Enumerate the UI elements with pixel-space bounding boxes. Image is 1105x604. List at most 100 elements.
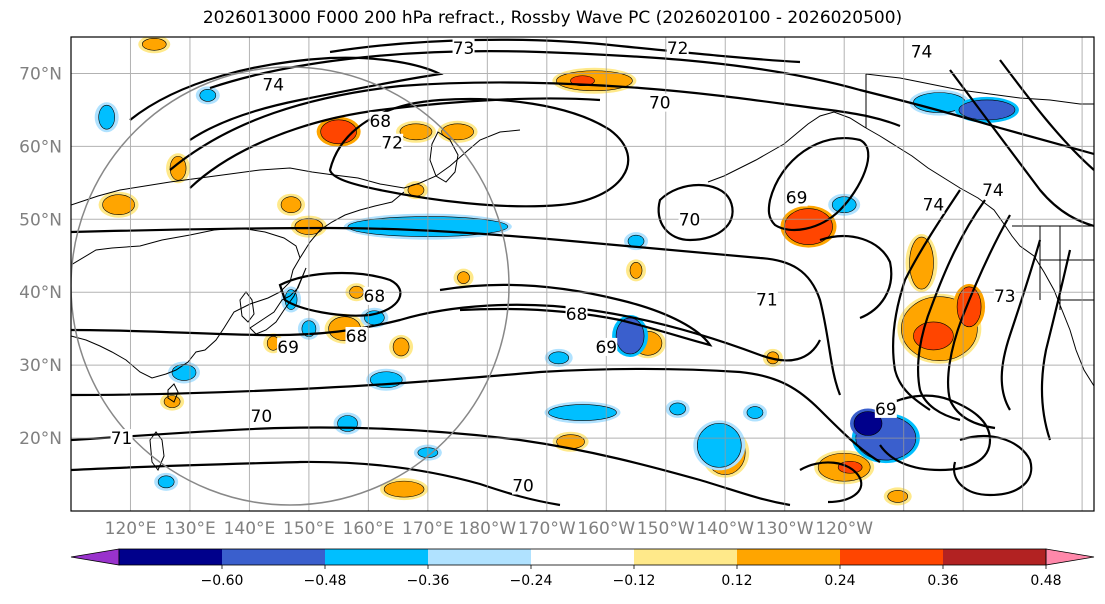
anomaly-patch <box>199 89 217 102</box>
anomaly-patch <box>383 480 425 498</box>
contour-label-bg <box>785 188 808 207</box>
longitude-label: 120°W <box>815 519 873 539</box>
latitude-label: 20°N <box>19 429 62 449</box>
okhotsk-coastline <box>299 191 405 259</box>
contour-label: 73 <box>453 39 475 59</box>
longitude-label: 160°E <box>343 519 395 539</box>
longitude-label: 140°W <box>696 519 754 539</box>
contour-69-east <box>767 137 870 232</box>
contour-72 <box>209 50 1094 156</box>
contour-label-bg <box>363 286 386 305</box>
contour-label-bg <box>110 429 133 448</box>
anomaly-patch <box>163 395 181 408</box>
longitude-labels: 120°E 130°E 140°E 150°E 160°E 170°E 180°W 170°W… <box>105 519 874 539</box>
anomaly-patch <box>98 104 115 130</box>
contour-label-bg <box>452 38 475 57</box>
asia-coastline <box>71 227 301 379</box>
contour-label: 74 <box>982 181 1004 201</box>
colorbar-tick-label: 0.36 <box>927 573 958 589</box>
colorbar-tick-label: 0.12 <box>721 573 752 589</box>
longitude-label: 170°E <box>402 519 454 539</box>
anomaly-patch <box>157 475 175 489</box>
colorbar-tick-label: 0.48 <box>1030 573 1061 589</box>
contour-label: 70 <box>512 476 534 496</box>
contour-label: 73 <box>994 287 1016 307</box>
contour-trough-5 <box>1040 249 1072 441</box>
contour-74-nw <box>129 56 444 141</box>
colorbar-tick-label: −0.12 <box>613 573 656 589</box>
contour-label-bg <box>565 305 588 324</box>
longitude-label: 170°W <box>518 519 576 539</box>
contour-label-bg <box>512 476 535 495</box>
contour-label-bg <box>648 93 671 112</box>
contour-71-band <box>71 226 842 396</box>
longitude-label: 130°E <box>164 519 216 539</box>
contour-label-bg <box>755 290 778 309</box>
contour-label-bg <box>874 399 897 418</box>
anomaly-patch <box>169 155 187 181</box>
contour-69-band <box>71 303 821 362</box>
anomaly-patch <box>171 364 197 381</box>
reference-circle <box>71 66 510 506</box>
contour-label-bg <box>381 133 404 152</box>
contour-label: 68 <box>346 327 368 347</box>
colorbar-tick-label: −0.60 <box>201 573 244 589</box>
contour-label-bg <box>369 111 392 130</box>
contour-label: 69 <box>595 338 617 358</box>
contour-small-loop <box>799 461 863 504</box>
colorbar-tick-label: −0.48 <box>304 573 347 589</box>
arctic-coastline <box>865 73 1094 105</box>
contour-label-bg <box>666 38 689 57</box>
anomaly-patch <box>392 337 410 357</box>
latitude-label: 50°N <box>19 210 62 230</box>
contour-70-north <box>169 81 901 171</box>
contour-label: 69 <box>277 338 299 358</box>
contour-trough-1 <box>891 189 961 411</box>
colorbar-swatch <box>428 549 532 565</box>
contour-70-south <box>71 460 561 507</box>
longitude-label: 140°E <box>224 519 276 539</box>
contour-label: 68 <box>566 305 588 325</box>
contour-label: 68 <box>369 112 391 132</box>
contour-label: 69 <box>786 188 808 208</box>
latitude-label: 70°N <box>19 64 62 84</box>
contour-70-band <box>71 367 881 463</box>
anomaly-patch <box>887 490 909 503</box>
colorbar-swatch <box>325 549 429 565</box>
colorbar-frame <box>118 548 1047 566</box>
anomaly-patch <box>102 194 135 216</box>
contour-label: 74 <box>911 43 933 63</box>
longitude-label: 160°W <box>577 519 635 539</box>
latitude-label: 60°N <box>19 137 62 157</box>
refractivity-contours <box>71 38 1094 507</box>
anomaly-patch <box>909 236 934 290</box>
contour-label-bg <box>277 337 300 356</box>
contour-labels: 73 72747068726970747474716868686969707169… <box>110 38 1016 496</box>
alaska-west-coastline <box>707 111 867 183</box>
contour-label: 68 <box>364 287 386 307</box>
anomaly-patch <box>696 423 742 468</box>
longitude-label: 150°E <box>283 519 335 539</box>
contour-low-ring <box>328 97 630 208</box>
anomaly-patch <box>746 406 764 419</box>
colorbar-swatch <box>840 549 944 565</box>
anomaly-patch <box>141 37 167 51</box>
colorbar-swatch <box>634 549 738 565</box>
colorbar-extend-min <box>70 548 120 566</box>
anomaly-patch <box>280 196 302 214</box>
kamchatka-coastline <box>429 131 459 183</box>
longitude-label: 130°W <box>756 519 814 539</box>
contour-label: 70 <box>251 407 273 427</box>
anomaly-patch <box>958 99 1016 121</box>
contour-label-bg <box>262 75 285 94</box>
contour-label-bg <box>595 337 618 356</box>
state-lines <box>1039 226 1094 310</box>
colorbar-tick-label: −0.24 <box>510 573 553 589</box>
colorbar-extend-max <box>1045 548 1095 566</box>
longitude-label: 180°W <box>458 519 516 539</box>
contour-north-mid <box>189 97 601 189</box>
colorbar-swatch <box>222 549 326 565</box>
contour-label: 71 <box>756 291 778 311</box>
contour-label: 70 <box>679 210 701 230</box>
anomaly-patch <box>548 351 570 365</box>
